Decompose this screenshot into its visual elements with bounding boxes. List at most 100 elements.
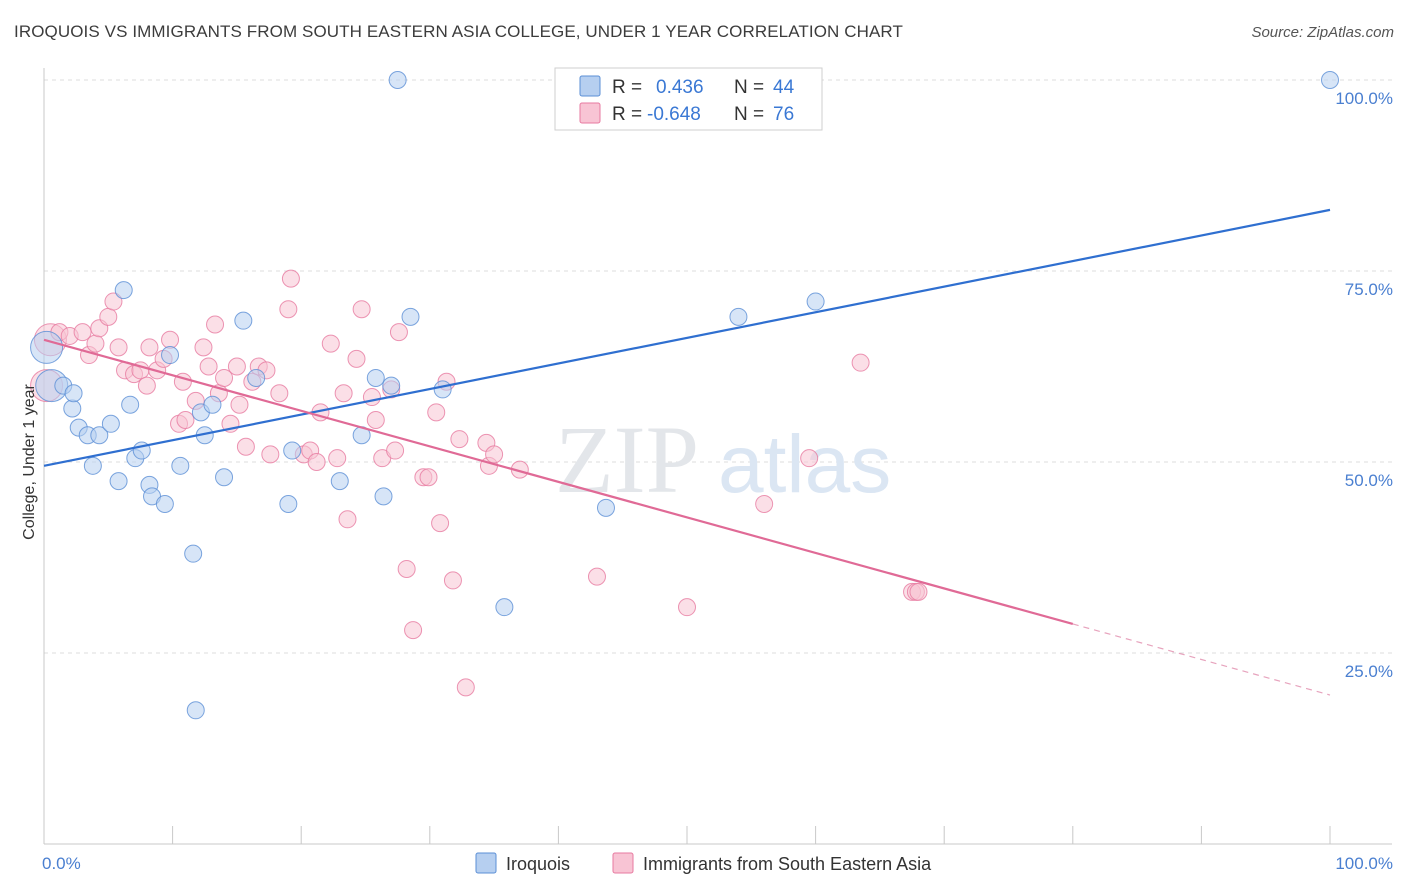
point-immigrants-45	[334, 384, 353, 403]
point-iroquois-8	[90, 426, 109, 445]
point-iroquois-28	[279, 495, 298, 514]
point-iroquois-27	[247, 368, 266, 387]
point-immigrants-35	[261, 445, 280, 464]
point-iroquois-9	[101, 414, 120, 433]
point-immigrants-36	[270, 384, 289, 403]
point-immigrants-58	[419, 468, 438, 487]
bottom-legend-label-iroquois: Iroquois	[506, 854, 570, 874]
x-tick-label-100: 100.0%	[1335, 854, 1393, 873]
y-axis-label: College, Under 1 year	[21, 384, 38, 540]
point-immigrants-6	[86, 334, 105, 353]
bottom-legend-swatch-immigrants	[612, 852, 634, 874]
point-immigrants-53	[386, 441, 405, 460]
point-immigrants-43	[321, 334, 340, 353]
point-iroquois-25	[215, 468, 234, 487]
chart-title: IROQUOIS VS IMMIGRANTS FROM SOUTH EASTER…	[14, 22, 903, 41]
point-iroquois-36	[401, 307, 420, 326]
point-immigrants-47	[347, 349, 366, 368]
legend-swatch-immigrants	[579, 102, 601, 124]
point-immigrants-15	[140, 338, 159, 357]
bottom-legend-swatch-iroquois	[475, 852, 497, 874]
chart-source: Source: ZipAtlas.com	[1251, 24, 1394, 41]
point-iroquois-30	[330, 472, 349, 491]
point-iroquois-17	[155, 495, 174, 514]
point-immigrants-62	[443, 571, 462, 590]
point-immigrants-70	[678, 598, 696, 617]
x-tick-label-0: 0.0%	[42, 854, 81, 873]
point-iroquois-11	[114, 281, 133, 300]
point-iroquois-35	[388, 71, 407, 89]
legend-r-label-2: R =	[612, 104, 642, 125]
point-immigrants-56	[404, 621, 423, 640]
point-immigrants-44	[328, 449, 347, 468]
point-immigrants-25	[206, 315, 225, 334]
point-iroquois-37	[433, 380, 452, 399]
point-iroquois-20	[184, 544, 203, 563]
point-iroquois-21	[186, 701, 205, 720]
point-immigrants-41	[307, 453, 326, 471]
point-immigrants-37	[279, 300, 298, 319]
y-tick-label-50: 50.0%	[1345, 471, 1393, 490]
point-immigrants-69	[587, 567, 606, 586]
grid-lines	[44, 79, 1392, 654]
point-iroquois-24	[203, 395, 222, 414]
point-iroquois-7	[83, 456, 102, 475]
top-legend: R = 0.436 N = 44 R = -0.648 N = 76	[554, 67, 823, 131]
point-immigrants-4	[73, 323, 92, 342]
point-immigrants-60	[431, 514, 450, 533]
tick-labels: 25.0% 50.0% 75.0% 100.0% 0.0% 100.0%	[42, 89, 1393, 873]
point-iroquois-32	[366, 368, 385, 387]
point-iroquois-38	[495, 598, 514, 617]
legend-r-value-2: -0.648	[647, 104, 701, 125]
legend-n-value-1: 44	[773, 77, 795, 98]
point-iroquois-18	[161, 346, 180, 365]
point-immigrants-49	[362, 388, 381, 407]
point-immigrants-73	[851, 353, 870, 372]
point-immigrants-9	[104, 292, 123, 311]
y-tick-label-100: 100.0%	[1335, 89, 1393, 108]
trend-lines	[43, 208, 1331, 696]
point-iroquois-39	[596, 498, 615, 517]
point-immigrants-27	[215, 368, 234, 387]
axes	[43, 68, 1392, 845]
legend-r-label-1: R =	[612, 77, 642, 98]
point-iroquois-34	[382, 376, 401, 395]
point-iroquois-29	[283, 441, 302, 460]
point-immigrants-18	[161, 330, 180, 349]
point-iroquois-42	[1321, 71, 1339, 89]
point-immigrants-76	[909, 582, 928, 601]
point-immigrants-59	[427, 403, 446, 422]
legend-n-label-1: N =	[734, 77, 764, 98]
point-immigrants-38	[281, 269, 300, 288]
y-tick-label-25: 25.0%	[1345, 662, 1393, 681]
point-immigrants-14	[137, 376, 156, 395]
point-iroquois-40	[729, 307, 748, 326]
point-iroquois-3	[63, 399, 82, 418]
legend-swatch-iroquois	[579, 75, 601, 97]
point-immigrants-63	[450, 430, 469, 449]
point-iroquois-41	[806, 292, 825, 311]
point-iroquois-12	[121, 395, 140, 414]
point-immigrants-72	[800, 449, 819, 468]
trend-line-dashed-immigrants	[1072, 623, 1331, 696]
trend-line-iroquois	[43, 208, 1331, 467]
point-immigrants-54	[389, 323, 408, 342]
point-immigrants-10	[109, 338, 128, 357]
point-iroquois-26	[234, 311, 253, 330]
point-iroquois-19	[171, 456, 190, 475]
point-immigrants-67	[485, 445, 504, 464]
point-immigrants-23	[194, 338, 213, 357]
legend-r-value-1: 0.436	[656, 77, 704, 98]
point-immigrants-21	[176, 410, 195, 429]
point-immigrants-31	[236, 437, 255, 456]
point-immigrants-8	[99, 307, 118, 326]
legend-n-label-2: N =	[734, 104, 764, 125]
watermark: ZIP atlas	[555, 406, 891, 513]
point-iroquois-0	[30, 330, 64, 364]
bottom-legend: Iroquois Immigrants from South Eastern A…	[475, 852, 932, 874]
point-immigrants-29	[227, 357, 246, 376]
point-iroquois-33	[374, 487, 393, 506]
series-iroquois-points	[30, 71, 1339, 720]
point-immigrants-48	[352, 300, 371, 319]
